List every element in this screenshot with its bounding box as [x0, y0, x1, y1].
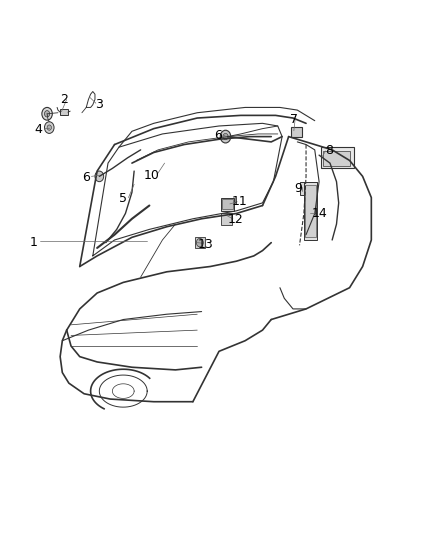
Text: 14: 14 [311, 207, 327, 220]
Bar [223, 199, 233, 209]
Bar [195, 237, 205, 248]
Text: 8: 8 [325, 144, 333, 157]
Text: 12: 12 [228, 213, 244, 227]
Bar [305, 185, 316, 237]
Circle shape [42, 108, 52, 120]
Bar [221, 214, 232, 225]
Circle shape [196, 238, 203, 247]
Text: 11: 11 [232, 195, 248, 208]
Text: 13: 13 [197, 238, 213, 251]
Text: 6: 6 [214, 128, 222, 141]
Text: 5: 5 [119, 192, 127, 205]
Text: 3: 3 [95, 98, 103, 111]
Bar [323, 151, 350, 166]
Circle shape [220, 130, 231, 143]
Text: 10: 10 [144, 169, 159, 182]
Circle shape [223, 133, 228, 140]
Bar [60, 109, 68, 115]
Bar [300, 182, 317, 195]
Bar [304, 182, 317, 240]
Circle shape [47, 125, 51, 130]
Bar [321, 147, 354, 168]
Text: 1: 1 [30, 236, 38, 249]
Circle shape [95, 171, 104, 182]
Circle shape [45, 122, 54, 133]
Text: 7: 7 [290, 112, 298, 126]
Circle shape [45, 111, 49, 117]
Text: 2: 2 [60, 93, 68, 106]
Text: 9: 9 [294, 182, 302, 195]
Bar [291, 127, 302, 136]
Bar [221, 198, 234, 211]
Text: 6: 6 [82, 171, 90, 184]
Text: 4: 4 [35, 123, 42, 136]
